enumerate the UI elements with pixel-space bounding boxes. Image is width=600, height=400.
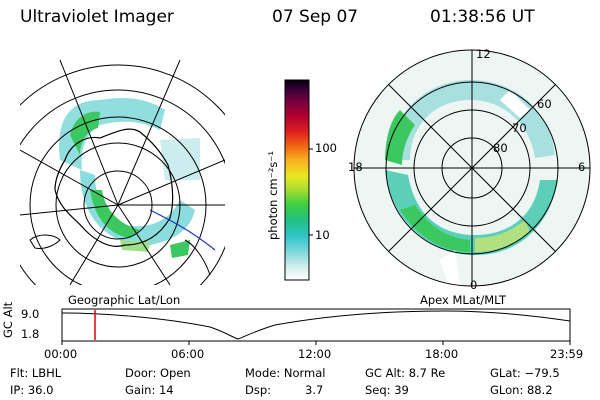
mlat-label-70: 70 bbox=[512, 121, 527, 135]
time-tick-2359: 23:59 bbox=[550, 347, 584, 361]
instrument-title: Ultraviolet Imager bbox=[20, 7, 174, 27]
mlat-mlt-map bbox=[353, 49, 591, 287]
ip-info: IP: 36.0 bbox=[10, 383, 54, 397]
time-label: 01:38:56 UT bbox=[430, 7, 535, 27]
mlt-label-0: 0 bbox=[470, 278, 478, 292]
mlat-label-60: 60 bbox=[537, 97, 552, 111]
altitude-tick-low: 1.8 bbox=[21, 327, 40, 341]
dsp-value: 3.7 bbox=[305, 383, 324, 397]
time-tick-0600: 06:00 bbox=[171, 347, 205, 361]
colorbar bbox=[284, 79, 313, 281]
aurora-oval-geographic bbox=[59, 98, 200, 258]
mode-info: Mode: Normal bbox=[245, 366, 326, 380]
date-label: 07 Sep 07 bbox=[272, 7, 359, 27]
time-tick-1800: 18:00 bbox=[425, 347, 459, 361]
filter-info: Flt: LBHL bbox=[10, 366, 62, 380]
altitude-plot bbox=[61, 308, 571, 345]
colorbar-tick-10: 10 bbox=[315, 228, 330, 242]
altitude-axis-label: GC Alt bbox=[1, 301, 15, 338]
geographic-map bbox=[20, 60, 225, 285]
gc-alt-info: GC Alt: 8.7 Re bbox=[365, 366, 446, 380]
glat-info: GLat: −79.5 bbox=[490, 366, 560, 380]
gain-info: Gain: 14 bbox=[125, 383, 174, 397]
dsp-label: Dsp: bbox=[245, 383, 272, 397]
mlt-label-6: 6 bbox=[578, 160, 586, 174]
glon-info: GLon: 88.2 bbox=[490, 383, 553, 397]
time-tick-1200: 12:00 bbox=[298, 347, 332, 361]
mlt-label-12: 12 bbox=[476, 47, 491, 61]
mlat-label-80: 80 bbox=[493, 141, 508, 155]
colorbar-tick-100: 100 bbox=[315, 141, 337, 155]
altitude-tick-high: 9.0 bbox=[21, 307, 40, 321]
mlt-label-18: 18 bbox=[348, 160, 363, 174]
left-map-caption: Geographic Lat/Lon bbox=[68, 293, 181, 307]
right-map-caption: Apex MLat/MLT bbox=[420, 293, 507, 307]
colorbar-unit-label: photon cm⁻²s⁻¹ bbox=[266, 151, 280, 240]
door-info: Door: Open bbox=[125, 366, 191, 380]
seq-info: Seq: 39 bbox=[365, 383, 409, 397]
time-tick-0000: 00:00 bbox=[44, 347, 78, 361]
